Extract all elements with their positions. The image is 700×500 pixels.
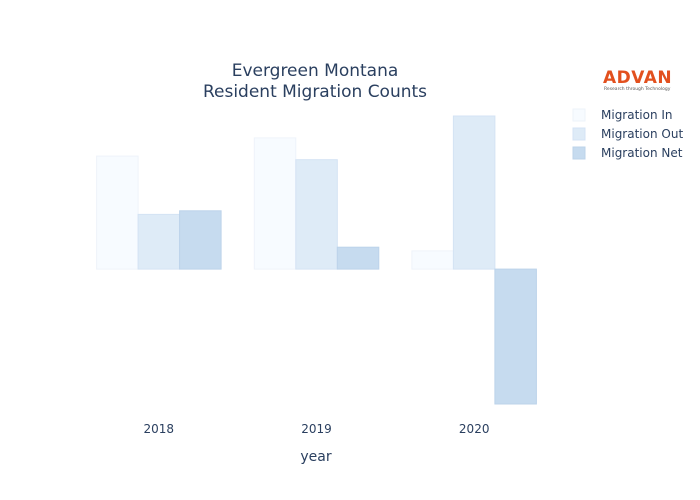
advan-logo-tagline: Research through Technology bbox=[604, 86, 671, 92]
bar-migration-out-2020[interactable] bbox=[452, 115, 496, 270]
bar-migration-net-2020[interactable] bbox=[494, 268, 537, 405]
bar-migration-in-2019[interactable] bbox=[253, 137, 297, 270]
legend-label[interactable]: Migration Out bbox=[601, 127, 683, 141]
x-tick-label-2020: 2020 bbox=[459, 422, 490, 436]
chart-title-line-1: Evergreen Montana bbox=[232, 61, 399, 81]
legend-label[interactable]: Migration Net bbox=[601, 146, 683, 160]
legend-swatch[interactable] bbox=[572, 108, 586, 122]
legend-item-migration-out[interactable]: Migration Out bbox=[572, 127, 683, 141]
plot-area bbox=[96, 115, 537, 405]
legend-swatch[interactable] bbox=[572, 146, 586, 160]
bar-migration-in-2020[interactable] bbox=[411, 250, 454, 270]
bar-migration-net-2019[interactable] bbox=[336, 246, 380, 270]
legend-swatch[interactable] bbox=[572, 127, 586, 141]
x-axis-title: year bbox=[300, 449, 331, 465]
chart-title: Evergreen Montana Resident Migration Cou… bbox=[203, 61, 427, 102]
bar-migration-out-2018[interactable] bbox=[137, 213, 181, 270]
advan-logo-text: ADVAN bbox=[603, 68, 672, 88]
bar-migration-in-2018[interactable] bbox=[96, 155, 139, 270]
chart-title-line-2: Resident Migration Counts bbox=[203, 82, 427, 102]
legend-item-migration-net[interactable]: Migration Net bbox=[572, 146, 683, 160]
x-tick-label-2019: 2019 bbox=[301, 422, 332, 436]
legend-label[interactable]: Migration In bbox=[601, 108, 673, 122]
bar-migration-net-2018[interactable] bbox=[179, 210, 222, 270]
legend-item-migration-in[interactable]: Migration In bbox=[572, 108, 673, 122]
advan-logo: ADVAN Research through Technology bbox=[603, 68, 672, 92]
x-axis-ticks: 2018 2019 2020 bbox=[144, 422, 490, 436]
bar-migration-out-2019[interactable] bbox=[295, 159, 338, 270]
x-tick-label-2018: 2018 bbox=[144, 422, 175, 436]
legend[interactable]: Migration In Migration Out Migration Net bbox=[572, 108, 683, 160]
